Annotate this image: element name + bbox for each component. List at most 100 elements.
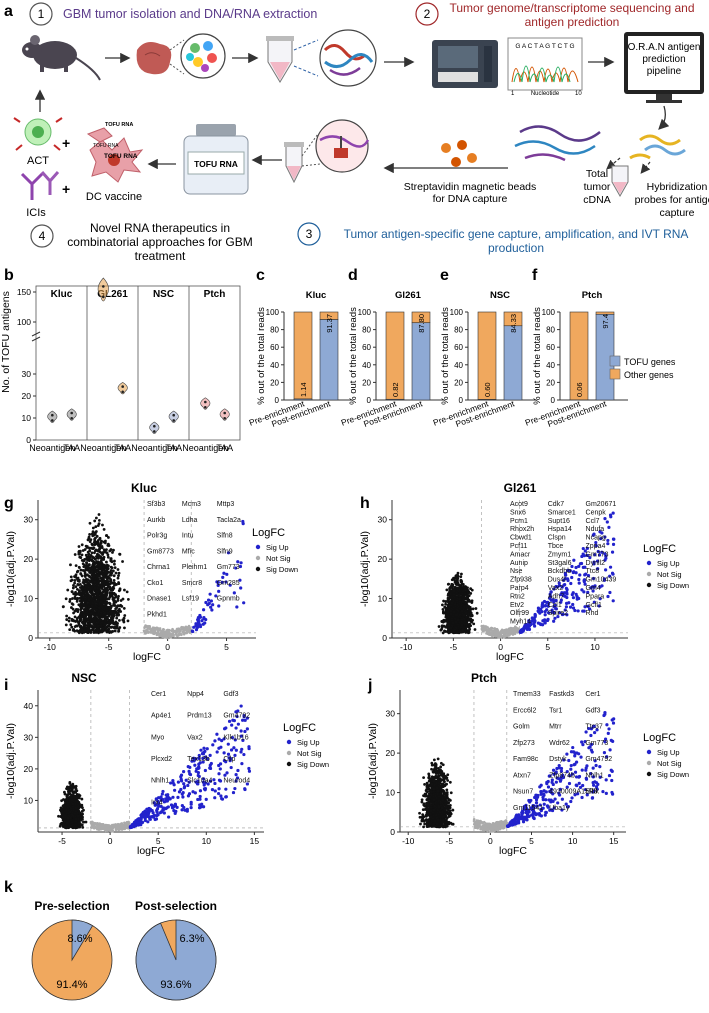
ytick-label: 20	[378, 554, 388, 564]
point-sig-down	[74, 564, 78, 567]
point-sig-down	[77, 580, 81, 583]
point-sig-down	[82, 590, 85, 594]
ytick-label: 60	[362, 343, 371, 352]
legend-dot	[646, 582, 652, 588]
point-not-sig	[113, 824, 117, 828]
point-sig-down	[82, 581, 86, 585]
point-sig-down	[108, 549, 112, 553]
point-sig-down	[93, 600, 97, 604]
point-sig-up	[533, 624, 537, 628]
point-sig-down	[70, 625, 74, 629]
point-not-sig	[174, 632, 178, 636]
point-sig-down	[460, 623, 464, 627]
point-sig-up	[611, 537, 616, 541]
point-sig-down	[99, 611, 103, 615]
point-sig-up	[610, 550, 615, 554]
point-sig-down	[72, 611, 75, 615]
point-not-sig	[124, 823, 127, 826]
violin-point	[172, 419, 175, 422]
point-sig-down	[76, 608, 80, 611]
point-not-sig	[490, 629, 494, 633]
point-sig-down	[112, 574, 116, 578]
bar-value-label: 1.14	[299, 382, 308, 397]
point-sig-down	[112, 611, 116, 615]
point-sig-down	[108, 585, 112, 589]
point-not-sig	[170, 633, 173, 636]
gene-label: Acot9	[510, 501, 528, 508]
gene-label: Zfp938	[510, 577, 532, 584]
point-sig-up	[236, 560, 240, 564]
step1-circle	[29, 2, 53, 26]
point-sig-down	[449, 609, 453, 613]
gene-label: Gm285	[217, 580, 240, 587]
point-sig-down	[460, 572, 463, 576]
point-not-sig	[148, 626, 152, 630]
stacked-title: NSC	[490, 290, 510, 301]
point-not-sig	[143, 626, 146, 629]
point-sig-down	[79, 591, 83, 595]
point-sig-down	[446, 610, 450, 614]
point-sig-up	[530, 616, 534, 620]
point-not-sig	[188, 628, 192, 632]
volcano-points	[61, 513, 246, 640]
point-sig-down	[66, 787, 70, 791]
bar-tofu-genes	[411, 322, 431, 401]
volcano-xlabel: logFC	[137, 845, 165, 857]
gene-label: Rhd	[586, 610, 599, 617]
violin-xtick-label: Neoantigen	[131, 443, 177, 453]
beads-line2: for DNA capture	[433, 193, 508, 205]
point-sig-down	[109, 559, 113, 563]
point-sig-up	[543, 604, 547, 608]
point-sig-down	[451, 599, 455, 603]
point-sig-down	[74, 575, 78, 579]
point-sig-down	[74, 819, 78, 823]
gene-label: Gm773	[586, 551, 609, 558]
point-sig-up	[541, 619, 545, 623]
point-sig-down	[106, 580, 110, 584]
violin-shape	[219, 408, 230, 421]
panel-b-letter: b	[4, 267, 14, 284]
point-sig-down	[74, 822, 78, 826]
point-sig-down	[94, 577, 97, 580]
violin-point	[51, 413, 54, 417]
point-sig-down	[87, 627, 90, 631]
point-sig-down	[100, 572, 104, 576]
point-sig-down	[91, 547, 95, 551]
point-sig-down	[94, 541, 97, 545]
point-sig-down	[458, 600, 462, 603]
ytick-label: 100	[266, 308, 280, 317]
point-sig-down	[81, 812, 84, 816]
point-sig-up	[581, 552, 585, 556]
point-sig-down	[71, 814, 75, 818]
point-sig-down	[98, 536, 102, 540]
gene-label: Tacla2a	[217, 517, 241, 524]
panel-letter: f	[532, 267, 538, 284]
point-sig-down	[62, 804, 66, 808]
point-not-sig	[144, 629, 148, 632]
small-tube-icon	[611, 165, 629, 198]
point-sig-down	[100, 556, 103, 560]
point-sig-down	[90, 570, 94, 574]
point-sig-down	[123, 626, 126, 630]
point-sig-down	[88, 569, 91, 573]
point-sig-down	[86, 581, 90, 585]
point-sig-down	[64, 623, 68, 627]
gene-label: Gpnmb	[217, 596, 240, 603]
violin-point	[223, 411, 226, 415]
gene-label: Chrna1	[147, 564, 170, 571]
point-sig-down	[100, 539, 103, 543]
point-sig-down	[85, 561, 89, 565]
point-sig-down	[108, 605, 112, 609]
point-sig-up	[211, 743, 215, 747]
point-sig-down	[69, 785, 72, 788]
point-sig-down	[65, 821, 69, 825]
point-sig-down	[116, 576, 120, 580]
point-sig-down	[85, 585, 89, 588]
legend-swatch-tofu	[609, 355, 621, 367]
point-not-sig	[500, 628, 504, 632]
gene-label: Mfic	[182, 548, 195, 555]
point-sig-down	[100, 546, 104, 550]
point-sig-down	[73, 553, 77, 556]
point-sig-down	[107, 536, 110, 539]
point-sig-up	[208, 592, 212, 596]
